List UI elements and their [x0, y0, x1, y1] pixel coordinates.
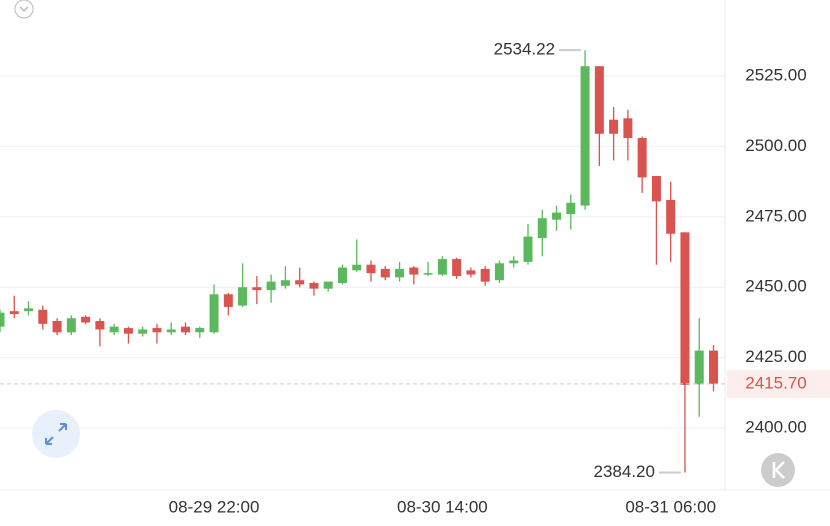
candle-body — [352, 264, 362, 271]
candle-body — [537, 218, 547, 238]
candle-body — [380, 268, 390, 278]
candle-body — [566, 202, 576, 215]
y-tick-label: 2475.00 — [745, 206, 806, 225]
collapse-icon[interactable] — [14, 0, 34, 19]
candle-body — [38, 309, 48, 324]
y-tick-label: 2500.00 — [745, 136, 806, 155]
candles — [0, 50, 718, 473]
max-marker-label: 2534.22 — [494, 40, 555, 59]
min-marker-label: 2384.20 — [594, 462, 655, 481]
candle-body — [81, 316, 91, 323]
x-tick-label: 08-30 14:00 — [397, 497, 488, 516]
candle-body — [195, 328, 205, 333]
candle-body — [552, 212, 562, 220]
x-tick-label: 08-31 06:00 — [625, 497, 716, 516]
candle-body — [123, 328, 133, 334]
candle-body — [166, 329, 176, 333]
k-icon — [772, 461, 785, 479]
x-tick-label: 08-29 22:00 — [169, 497, 260, 516]
candle-body — [252, 287, 262, 291]
expand-button[interactable] — [32, 410, 80, 458]
candle-body — [9, 311, 19, 314]
candle-body — [309, 283, 319, 289]
candle-body — [680, 232, 690, 385]
candle-body — [666, 199, 676, 234]
candle-body — [337, 267, 347, 284]
y-tick-label: 2400.00 — [745, 418, 806, 437]
last-price-label: 2415.70 — [745, 373, 806, 392]
annotations: 2534.22 2384.20 2415.70 — [0, 40, 830, 481]
candle-body — [395, 268, 405, 278]
candle-body — [95, 321, 105, 330]
candle-body — [651, 176, 661, 202]
y-tick-label: 2450.00 — [745, 277, 806, 296]
candle-body — [409, 267, 419, 275]
y-tick-label: 2525.00 — [745, 66, 806, 85]
candle-body — [480, 268, 490, 282]
candle-body — [138, 329, 148, 334]
candle-body — [452, 259, 462, 276]
last-price-box — [727, 369, 830, 398]
collapse-chevron — [19, 6, 29, 13]
k-button[interactable] — [761, 453, 795, 487]
candle-body — [437, 259, 447, 275]
grid — [0, 75, 725, 429]
candle-body — [52, 321, 62, 333]
candle-body — [523, 236, 533, 262]
candle-body — [109, 326, 119, 333]
candle-body — [580, 66, 590, 206]
candle-body — [623, 118, 633, 138]
candle-body — [0, 312, 5, 327]
y-tick-label: 2425.00 — [745, 347, 806, 366]
candle-body — [466, 270, 476, 275]
candle-body — [209, 294, 219, 333]
candle-body — [594, 66, 604, 134]
candle-body — [423, 273, 433, 275]
expand-icon — [45, 423, 67, 445]
candle-body — [509, 260, 519, 264]
candle-body — [66, 318, 76, 333]
candle-body — [280, 280, 290, 286]
candle-body — [609, 119, 619, 134]
candle-body — [494, 263, 504, 281]
candle-body — [694, 350, 704, 385]
candle-body — [24, 308, 34, 312]
candle-body — [238, 287, 248, 306]
candle-body — [709, 350, 718, 384]
candle-body — [323, 281, 333, 289]
candle-body — [181, 326, 191, 333]
candle-body — [637, 137, 647, 178]
candle-body — [366, 264, 376, 274]
candle-body — [223, 294, 233, 307]
candle-body — [266, 281, 276, 291]
candle-body — [152, 328, 162, 333]
candle-body — [295, 280, 305, 285]
